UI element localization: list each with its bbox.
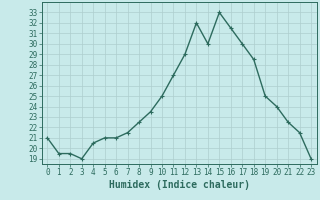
X-axis label: Humidex (Indice chaleur): Humidex (Indice chaleur) <box>109 180 250 190</box>
